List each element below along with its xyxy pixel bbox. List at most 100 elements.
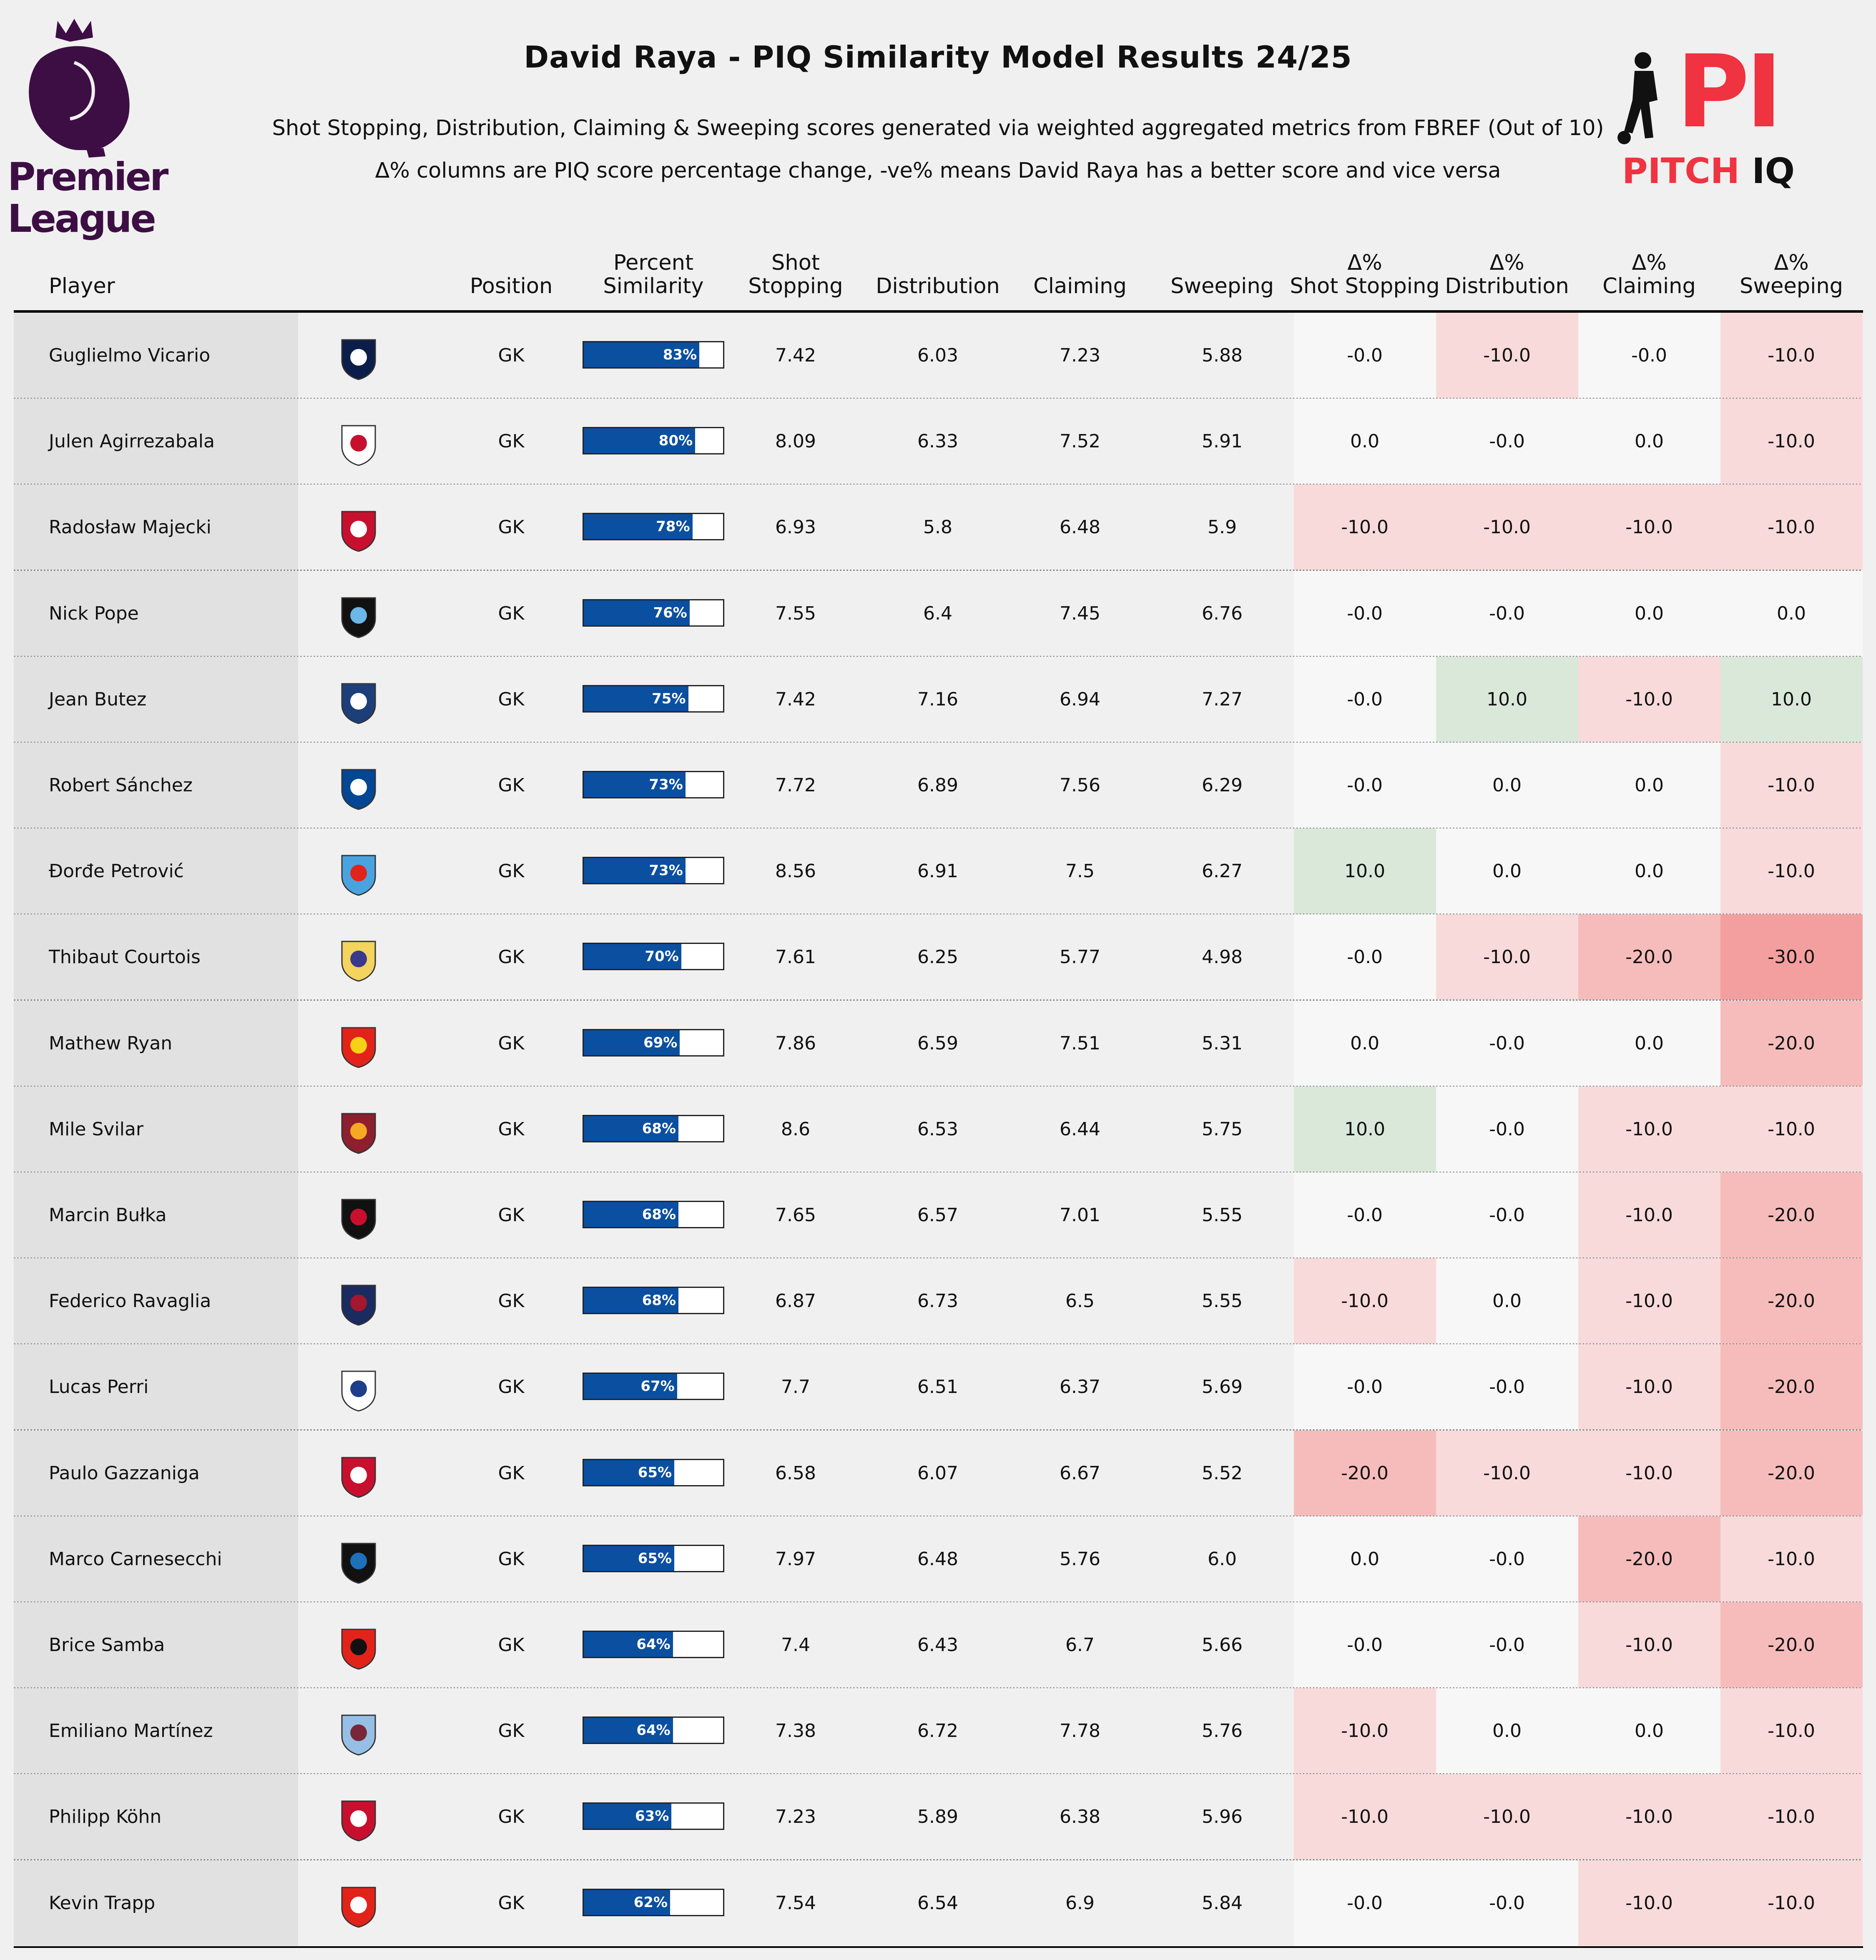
stats-cell-bg [298,656,1294,742]
sweeping-value: 5.52 [1202,1462,1243,1484]
delta-value: -10.0 [1625,1634,1673,1656]
delta-value: -0.0 [1347,946,1383,968]
claiming-value: 5.76 [1060,1548,1100,1570]
position-value: GK [498,1376,525,1398]
delta-value: -10.0 [1483,1806,1531,1828]
newcastle-crest [336,594,382,640]
sweeping-value: 5.66 [1202,1634,1243,1656]
premier-league-logo: Premier League [8,13,168,240]
delta-value: -10.0 [1768,1548,1815,1570]
stats-cell-bg [298,1172,1294,1258]
stats-cell-bg [298,1258,1294,1344]
delta-sweeping-cell: -10.0 [1720,1774,1863,1860]
distribution-value: 5.8 [923,517,952,538]
delta-value: -0.0 [1489,1032,1525,1054]
delta-value: -10.0 [1341,1806,1389,1828]
shot-stopping-value: 7.97 [775,1548,816,1570]
player-cell-bg [14,743,298,828]
similarity-bar-fill [584,1116,679,1141]
delta-sweeping-cell: -10.0 [1720,828,1863,914]
position-value: GK [498,775,525,796]
claiming-value: 6.37 [1060,1376,1100,1398]
similarity-bar-fill [584,600,690,625]
delta-claiming-cell: -10.0 [1578,1172,1720,1258]
strasbourg-crest [336,851,382,897]
shot-stopping-value: 6.58 [775,1462,816,1484]
delta-shot-stopping-cell: -10.0 [1294,1688,1436,1774]
sweeping-value: 7.27 [1202,688,1243,710]
similarity-bar-fill [584,1632,673,1657]
similarity-label: 76% [653,604,687,621]
row-separator [14,1773,1863,1775]
logo-monogram: PI [1676,33,1783,150]
similarity-label: 68% [642,1120,676,1137]
delta-shot-stopping-cell: 0.0 [1294,1000,1436,1086]
delta-value: 0.0 [1350,1032,1379,1054]
eintracht-frankfurt-crest [336,1883,382,1929]
delta-value: -10.0 [1768,1892,1815,1914]
shot-stopping-value: 7.23 [775,1806,816,1828]
delta-distribution-cell: 0.0 [1436,1258,1578,1344]
delta-value: -20.0 [1768,1634,1815,1656]
table-row: Emiliano Martínez GK 64% 7.38 6.72 7.78 5.76 -1… [14,1688,1863,1775]
table-row: Brice Samba GK 64% 7.4 6.43 6.7 5.66 -0.0 -0.0 -1… [14,1602,1863,1689]
table-row: Kevin Trapp GK 62% 7.54 6.54 6.9 5.84 -0.0 -0.0 -… [14,1860,1863,1947]
player-name: Marco Carnesecchi [49,1548,222,1570]
row-separator [14,1257,1863,1259]
stats-cell-bg [298,1086,1294,1172]
delta-sweeping-cell: 10.0 [1720,656,1863,742]
delta-claiming-cell: -10.0 [1578,1430,1720,1516]
player-name: Jean Butez [49,688,147,710]
delta-shot-stopping-cell: -10.0 [1294,484,1436,570]
delta-value: -20.0 [1768,1290,1815,1312]
similarity-bar-fill [584,1374,677,1399]
delta-value: -10.0 [1625,1205,1673,1226]
delta-distribution-cell: -0.0 [1436,1172,1578,1258]
player-cell-bg [14,1774,298,1860]
delta-value: 10.0 [1344,1118,1385,1140]
player-name: Guglielmo Vicario [49,345,211,366]
stats-cell-bg [298,1688,1294,1774]
player-name: Emiliano Martínez [49,1720,213,1742]
delta-sweeping-cell: -30.0 [1720,914,1863,1000]
similarity-label: 67% [640,1378,675,1395]
delta-value: -30.0 [1768,946,1815,968]
delta-shot-stopping-cell: -0.0 [1294,1172,1436,1258]
delta-value: -10.0 [1483,1462,1531,1484]
position-value: GK [498,517,525,538]
stats-cell-bg [298,399,1294,484]
delta-distribution-cell: -0.0 [1436,1086,1578,1172]
header-shot-stopping: Shot Stopping [748,251,843,299]
delta-value: -0.0 [1489,1376,1525,1398]
table-row: Mathew Ryan GK 69% 7.86 6.59 7.51 5.31 0.0 -0.0 0… [14,1000,1863,1087]
real-madrid-crest [336,937,382,983]
table-row: Thibaut Courtois GK 70% 7.61 6.25 5.77 4.98 -0.… [14,914,1863,1001]
sweeping-value: 5.91 [1202,431,1243,452]
delta-value: -0.0 [1489,602,1525,624]
player-cell-bg [14,1172,298,1258]
delta-value: -10.0 [1625,1290,1673,1312]
delta-shot-stopping-cell: -10.0 [1294,1774,1436,1860]
similarity-bar-fill [584,772,686,797]
header-sweeping: Sweeping [1170,274,1274,299]
row-separator [14,1343,1863,1345]
position-value: GK [498,1634,525,1656]
similarity-bar-fill [584,342,700,367]
similarity-bar: 70% [583,943,724,971]
shot-stopping-value: 8.56 [775,861,816,882]
header-player: Player [49,274,115,299]
delta-sweeping-cell: -20.0 [1720,1258,1863,1344]
distribution-value: 6.03 [917,345,958,366]
girona-crest [336,1453,382,1499]
shot-stopping-value: 6.87 [775,1290,816,1312]
similarity-bar: 67% [583,1373,724,1400]
stats-cell-bg [298,570,1294,656]
similarity-bar-fill [584,428,696,454]
player-cell-bg [14,828,298,914]
stats-cell-bg [298,1430,1294,1516]
position-value: GK [498,602,525,624]
delta-value: -10.0 [1768,775,1815,796]
player-name: Philipp Köhn [49,1806,162,1828]
header-position: Position [470,274,553,299]
delta-value: -20.0 [1341,1462,1389,1484]
